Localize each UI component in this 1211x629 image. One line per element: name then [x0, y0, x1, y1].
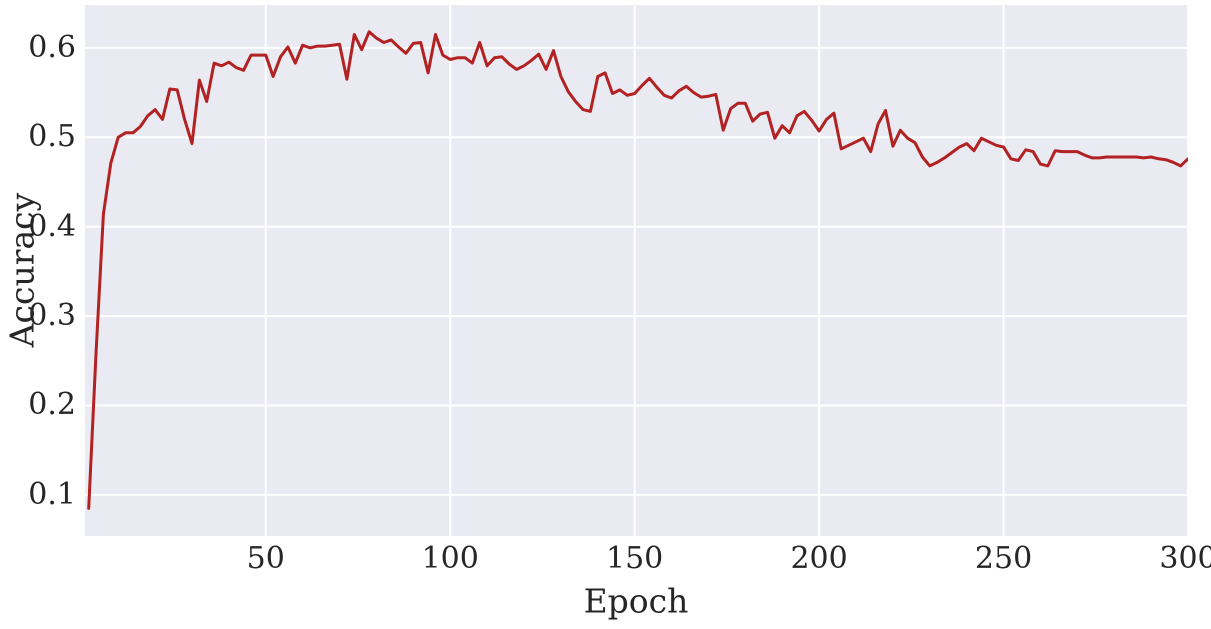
plot-area: [85, 5, 1188, 536]
x-tick-label: 250: [974, 541, 1033, 576]
y-axis-label: Accuracy: [2, 192, 42, 348]
x-tick-label: 300: [1159, 541, 1211, 576]
y-tick-label: 0.5: [28, 119, 76, 155]
x-axis-label: Epoch: [583, 581, 689, 621]
y-tick-label: 0.4: [28, 208, 76, 244]
chart-svg: [85, 5, 1188, 536]
x-tick-label: 100: [421, 541, 479, 576]
y-tick-label: 0.2: [28, 387, 76, 423]
y-tick-label: 0.6: [28, 29, 76, 65]
x-tick-label: 150: [606, 541, 664, 576]
x-tick-label: 200: [790, 541, 848, 576]
accuracy-line: [87, 30, 1188, 510]
y-tick-label: 0.1: [28, 476, 76, 512]
x-tick-label: 50: [246, 541, 285, 576]
y-tick-label: 0.3: [28, 298, 76, 334]
